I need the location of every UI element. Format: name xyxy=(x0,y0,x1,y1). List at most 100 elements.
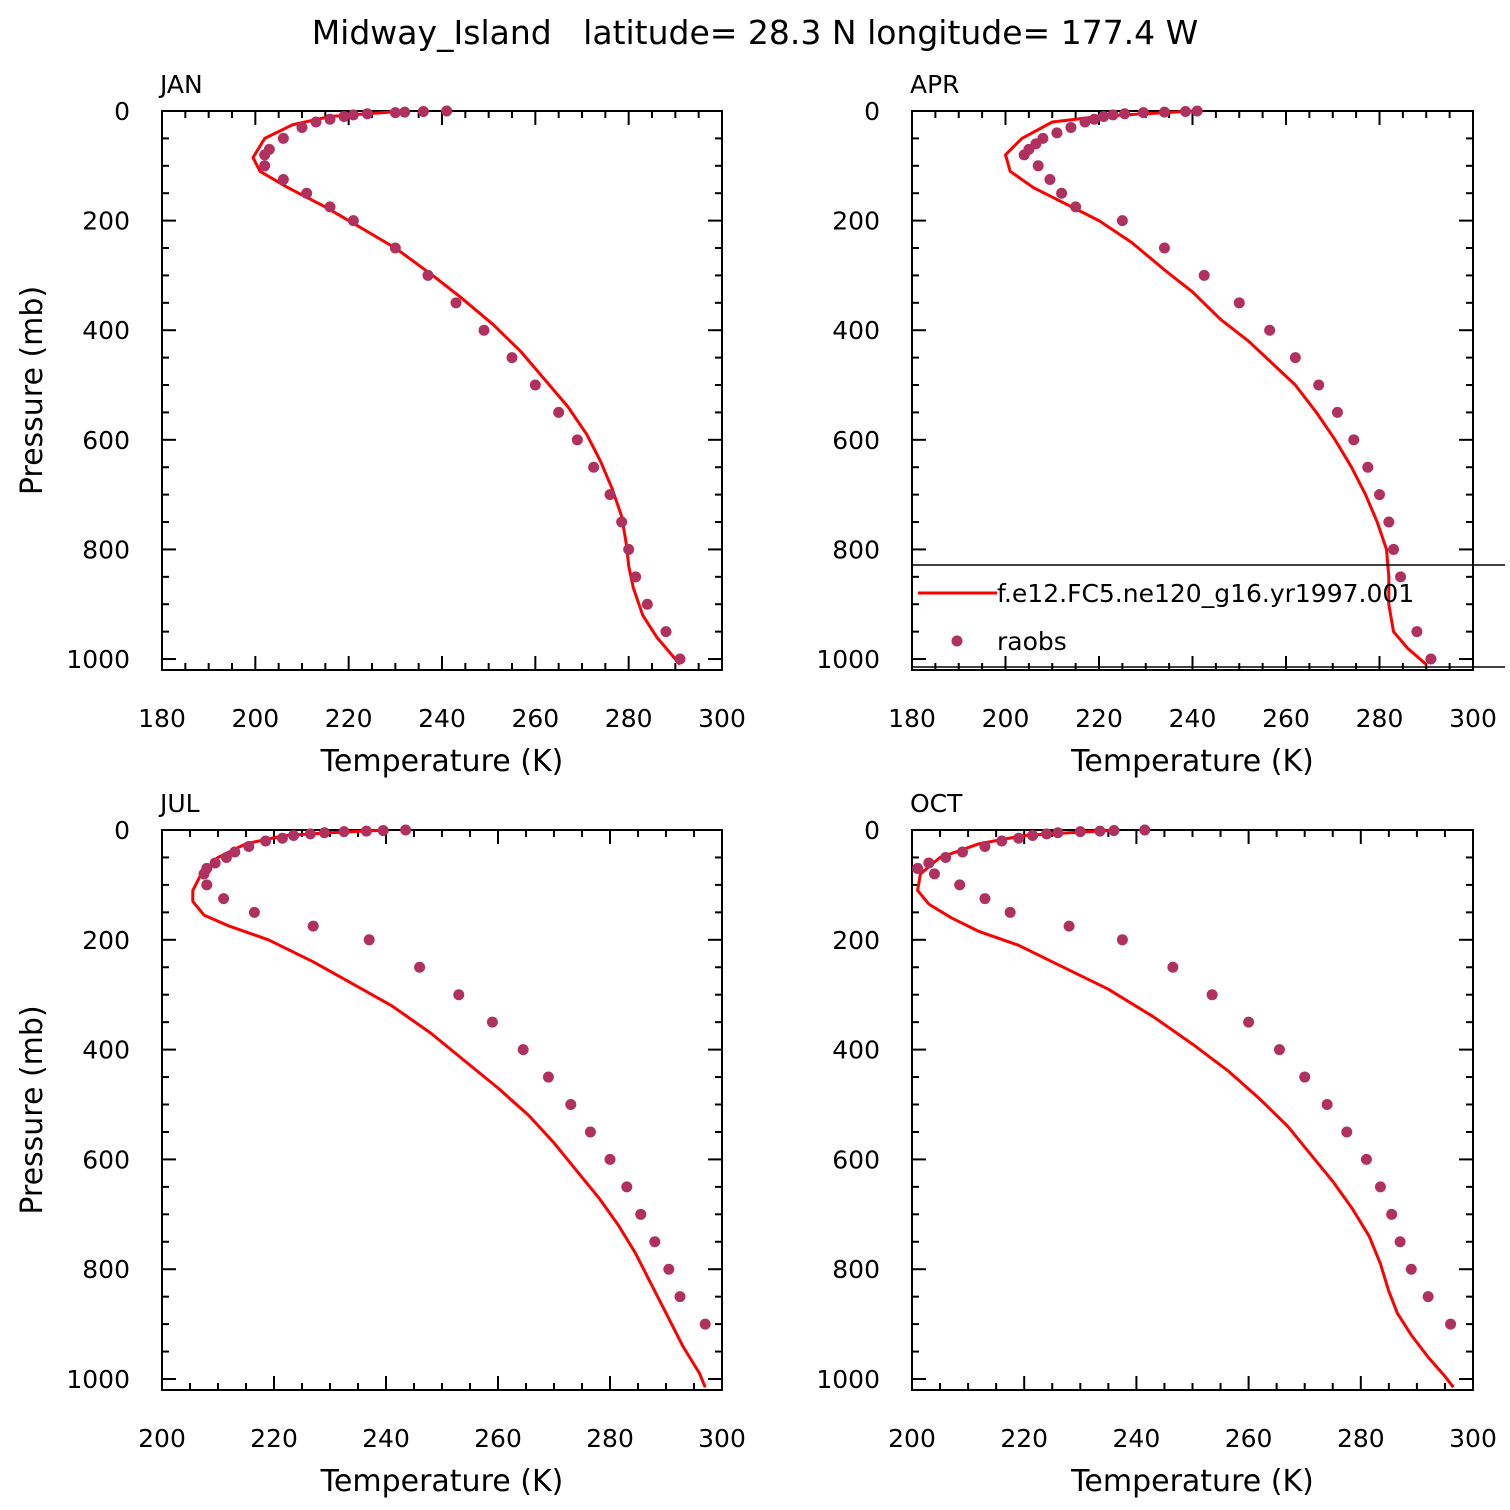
raobs-point xyxy=(928,868,940,880)
raobs-point xyxy=(1383,516,1395,528)
raobs-point xyxy=(453,989,465,1001)
raobs-point xyxy=(377,825,389,837)
raobs-point xyxy=(565,1099,577,1111)
x-tick-label: 280 xyxy=(1356,704,1404,733)
raobs-point xyxy=(1198,269,1210,281)
x-tick-label: 300 xyxy=(1449,1424,1497,1453)
raobs-point xyxy=(1158,106,1170,118)
raobs-point xyxy=(324,201,336,213)
x-tick-label: 200 xyxy=(888,1424,936,1453)
model-line xyxy=(191,828,707,1388)
raobs-point xyxy=(641,598,653,610)
y-axis-label: Pressure (mb) xyxy=(15,286,50,495)
raobs-point xyxy=(1044,174,1056,186)
raobs-point xyxy=(571,434,583,446)
raobs-point xyxy=(623,543,635,555)
raobs-point xyxy=(277,174,289,186)
raobs-point xyxy=(923,857,935,869)
raobs-point xyxy=(260,835,272,847)
raobs-point xyxy=(1063,920,1075,932)
x-tick-label: 200 xyxy=(982,704,1030,733)
x-tick-label: 180 xyxy=(888,704,936,733)
y-tick-label: 0 xyxy=(114,97,130,126)
raobs-point xyxy=(912,862,924,874)
x-tick-label: 280 xyxy=(586,1424,634,1453)
raobs-point xyxy=(1341,1126,1353,1138)
raobs-point xyxy=(1094,825,1106,837)
raobs-point xyxy=(1313,379,1325,391)
raobs-point xyxy=(1243,1016,1255,1028)
raobs-point xyxy=(1374,489,1385,501)
raobs-point xyxy=(450,297,462,309)
raobs-point xyxy=(940,851,952,863)
raobs-point xyxy=(954,879,966,891)
x-tick-label: 200 xyxy=(231,704,279,733)
y-tick-label: 1000 xyxy=(66,1365,130,1394)
raobs-point xyxy=(979,893,991,905)
raobs-point xyxy=(478,324,490,336)
raobs-point xyxy=(529,379,541,391)
raobs-point xyxy=(635,1208,647,1220)
x-tick-label: 260 xyxy=(474,1424,522,1453)
x-axis-label: Temperature (K) xyxy=(320,744,564,779)
plot-frame xyxy=(911,829,1474,1391)
raobs-point xyxy=(649,1236,661,1248)
raobs-point xyxy=(259,149,271,161)
y-tick-label: 0 xyxy=(864,97,880,126)
y-tick-label: 0 xyxy=(864,816,880,845)
raobs-point xyxy=(1386,1208,1398,1220)
raobs-point xyxy=(1321,1099,1333,1111)
x-axis-label: Temperature (K) xyxy=(1070,744,1314,779)
raobs-point xyxy=(604,1153,616,1165)
x-tick-label: 300 xyxy=(698,1424,746,1453)
y-tick-label: 800 xyxy=(82,1255,130,1284)
raobs-point xyxy=(1004,906,1016,918)
raobs-point xyxy=(276,832,288,844)
raobs-point xyxy=(1065,121,1077,133)
raobs-point xyxy=(1206,989,1218,1001)
raobs-point xyxy=(486,1016,498,1028)
y-tick-label: 600 xyxy=(832,426,880,455)
x-tick-label: 300 xyxy=(698,704,746,733)
raobs-point xyxy=(201,879,213,891)
raobs-point xyxy=(1018,149,1030,161)
raobs-point xyxy=(1041,828,1053,840)
y-tick-label: 1000 xyxy=(66,645,130,674)
raobs-point xyxy=(1070,201,1082,213)
plot-frame xyxy=(161,829,723,1391)
x-tick-label: 280 xyxy=(605,704,653,733)
x-tick-label: 180 xyxy=(138,704,186,733)
x-tick-label: 220 xyxy=(250,1424,298,1453)
raobs-point xyxy=(1299,1071,1311,1083)
y-axis-label: Pressure (mb) xyxy=(15,1005,50,1214)
y-tick-label: 400 xyxy=(82,1036,130,1065)
raobs-point xyxy=(663,1263,675,1275)
raobs-point xyxy=(307,920,319,932)
panels-group: 180 200 220 240 260 280 300 0 200 400 600 800 1000 Te… xyxy=(15,70,1497,1499)
raobs-point xyxy=(1405,1263,1417,1275)
raobs-point xyxy=(422,269,434,281)
raobs-point xyxy=(517,1044,529,1056)
x-tick-label: 220 xyxy=(325,704,373,733)
x-tick-label: 260 xyxy=(511,704,559,733)
raobs-point xyxy=(588,461,600,473)
raobs-point xyxy=(363,934,375,946)
raobs-point xyxy=(389,107,401,119)
y-tick-label: 600 xyxy=(832,1145,880,1174)
raobs-point xyxy=(277,132,289,144)
y-tick-label: 800 xyxy=(832,535,880,564)
raobs-point xyxy=(1388,543,1400,555)
raobs-point xyxy=(1119,108,1131,120)
raobs-point xyxy=(616,516,628,528)
raobs-point xyxy=(218,893,230,905)
raobs-point xyxy=(1013,832,1025,844)
raobs-point xyxy=(1139,824,1151,836)
raobs-point xyxy=(553,406,565,418)
raobs-point xyxy=(1137,107,1149,119)
raobs-point xyxy=(674,653,686,665)
raobs-point xyxy=(1331,406,1343,418)
raobs-point xyxy=(1116,934,1128,946)
raobs-point xyxy=(1052,827,1064,839)
raobs-point xyxy=(347,109,359,121)
